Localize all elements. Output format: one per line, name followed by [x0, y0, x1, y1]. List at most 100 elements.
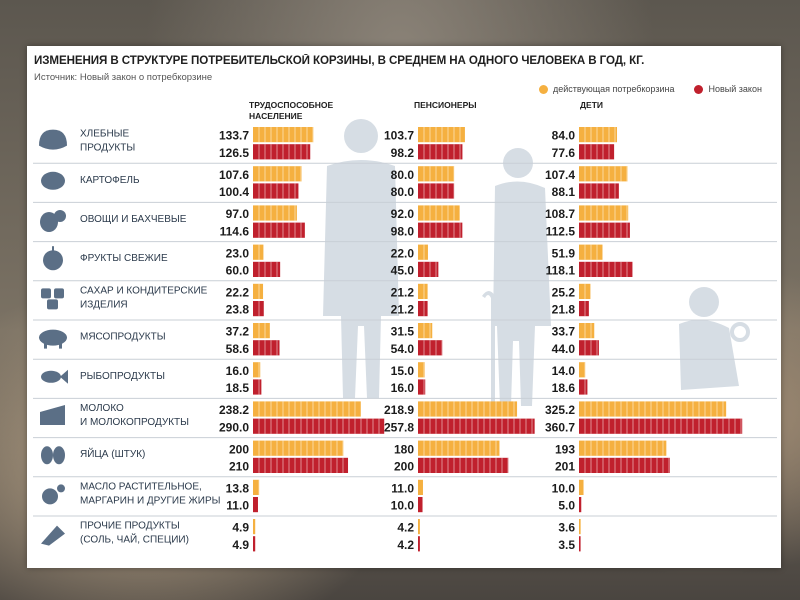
chart-title: ИЗМЕНЕНИЯ В СТРУКТУРЕ ПОТРЕБИТЕЛЬСКОЙ КО… — [34, 54, 645, 67]
value-label-current-g1-c10: 4.2 — [397, 521, 414, 535]
bar-new_law-g0-c9 — [253, 497, 258, 513]
bar-current-g2-c0 — [579, 127, 618, 143]
group-header-0-line-0: ТРУДОСПОСОБНОЕ — [249, 100, 334, 110]
category-label-1-line-0: КАРТОФЕЛЬ — [80, 175, 140, 186]
egg-shape — [53, 446, 65, 465]
value-label-new_law-g0-c9: 11.0 — [226, 499, 249, 513]
value-label-new_law-g2-c8: 201 — [555, 460, 575, 474]
value-label-new_law-g2-c1: 88.1 — [552, 185, 576, 199]
bar-current-g0-c10 — [253, 519, 256, 535]
fish-icon — [41, 369, 68, 384]
category-label-4-line-0: САХАР И КОНДИТЕРСКИЕ — [80, 285, 208, 296]
bar-new_law-g2-c10 — [579, 536, 581, 552]
people-silhouettes — [323, 119, 750, 416]
value-label-current-g1-c0: 103.7 — [384, 129, 414, 143]
bar-current-g0-c8 — [253, 440, 344, 456]
fish-tail — [60, 369, 68, 384]
value-label-current-g2-c7: 325.2 — [545, 403, 575, 417]
value-label-new_law-g2-c10: 3.5 — [558, 538, 575, 552]
pig-leg — [59, 342, 62, 349]
bar-new_law-g0-c8 — [253, 457, 349, 473]
bar-current-g2-c9 — [579, 479, 584, 495]
seed-shape — [57, 484, 65, 493]
cheese-icon — [40, 405, 65, 425]
pig-body — [39, 329, 67, 346]
category-label-3-line-0: ФРУКТЫ СВЕЖИЕ — [80, 253, 168, 264]
bar-new_law-g0-c1 — [253, 183, 299, 199]
sugar-icon — [41, 288, 64, 310]
chart-source: Источник: Новый закон о потребкорзине — [34, 72, 213, 83]
value-label-current-g2-c8: 193 — [555, 442, 575, 456]
value-label-current-g1-c1: 80.0 — [391, 168, 415, 182]
bar-new_law-g1-c10 — [418, 536, 420, 552]
value-label-new_law-g1-c9: 10.0 — [391, 499, 415, 513]
value-label-current-g0-c6: 16.0 — [226, 364, 250, 378]
bar-current-g0-c6 — [253, 362, 261, 378]
bar-new_law-g0-c3 — [253, 261, 281, 277]
category-label-0-line-1: ПРОДУКТЫ — [80, 143, 135, 154]
walking-cane — [482, 291, 495, 416]
salt-shaker-shape — [41, 525, 65, 546]
bar-new_law-g2-c9 — [579, 497, 582, 513]
bar-current-g0-c4 — [253, 283, 264, 299]
value-label-new_law-g0-c10: 4.9 — [232, 538, 249, 552]
value-label-current-g2-c1: 107.4 — [545, 168, 575, 182]
bread-icon — [39, 129, 67, 150]
category-label-4-line-1: ИЗДЕЛИЯ — [80, 299, 128, 310]
value-label-current-g1-c2: 92.0 — [391, 207, 415, 221]
legend-label-current: действующая потребкорзина — [553, 84, 675, 94]
value-label-current-g0-c5: 37.2 — [226, 325, 250, 339]
apple-shape — [43, 250, 63, 271]
value-label-current-g1-c8: 180 — [394, 442, 414, 456]
eggs-icon — [41, 446, 65, 465]
bar-current-g1-c9 — [418, 479, 423, 495]
bar-current-g1-c5 — [418, 323, 433, 339]
value-label-current-g0-c2: 97.0 — [226, 207, 250, 221]
value-label-current-g0-c4: 22.2 — [226, 286, 250, 300]
category-label-7-line-0: МОЛОКО — [80, 403, 124, 414]
bar-current-g2-c7 — [579, 401, 727, 417]
salt-icon — [41, 525, 65, 546]
bar-new_law-g1-c8 — [418, 457, 509, 473]
sugar-cube — [47, 299, 58, 310]
value-label-current-g1-c6: 15.0 — [391, 364, 415, 378]
value-label-new_law-g2-c2: 112.5 — [546, 224, 576, 238]
category-label-8-line-0: ЯЙЦА (ШТУК) — [80, 447, 145, 460]
value-label-new_law-g2-c7: 360.7 — [545, 420, 575, 434]
sunflower-shape — [42, 488, 58, 505]
legend: действующая потребкорзина Новый закон — [539, 82, 762, 96]
bar-new_law-g2-c3 — [579, 261, 633, 277]
bar-current-g2-c10 — [579, 519, 581, 535]
category-label-2-line-0: ОВОЩИ И БАХЧЕВЫЕ — [80, 214, 187, 225]
fish-body — [41, 370, 61, 383]
value-label-current-g0-c0: 133.7 — [219, 129, 249, 143]
value-label-new_law-g1-c2: 98.0 — [391, 224, 415, 238]
category-label-5-line-0: МЯСОПРОДУКТЫ — [80, 332, 166, 343]
category-label-7-line-1: И МОЛОКОПРОДУКТЫ — [80, 417, 189, 428]
bar-current-g0-c5 — [253, 323, 270, 339]
bar-current-g2-c6 — [579, 362, 586, 378]
value-label-new_law-g0-c4: 23.8 — [226, 303, 250, 317]
value-label-current-g1-c9: 11.0 — [391, 482, 414, 496]
bar-current-g1-c10 — [418, 519, 420, 535]
value-label-new_law-g1-c5: 54.0 — [391, 342, 415, 356]
value-label-current-g2-c2: 108.7 — [545, 207, 575, 221]
bar-new_law-g2-c5 — [579, 340, 599, 356]
value-label-new_law-g0-c2: 114.6 — [220, 224, 250, 238]
bar-new_law-g2-c2 — [579, 222, 630, 238]
cheese-shape — [40, 405, 65, 425]
bar-current-g1-c3 — [418, 244, 428, 260]
value-label-new_law-g1-c3: 45.0 — [391, 264, 415, 278]
value-label-new_law-g1-c7: 257.8 — [384, 420, 414, 434]
bar-current-g0-c9 — [253, 479, 260, 495]
value-label-current-g1-c3: 22.0 — [391, 246, 415, 260]
apple-stem — [52, 246, 54, 252]
value-label-new_law-g0-c5: 58.6 — [226, 342, 250, 356]
value-label-new_law-g0-c0: 126.5 — [219, 146, 249, 160]
potato-icon — [41, 171, 65, 190]
bar-new_law-g1-c3 — [418, 261, 439, 277]
value-label-new_law-g2-c6: 18.6 — [552, 381, 576, 395]
bar-new_law-g0-c6 — [253, 379, 262, 395]
value-label-new_law-g2-c9: 5.0 — [558, 499, 575, 513]
value-label-current-g1-c4: 21.2 — [391, 286, 415, 300]
